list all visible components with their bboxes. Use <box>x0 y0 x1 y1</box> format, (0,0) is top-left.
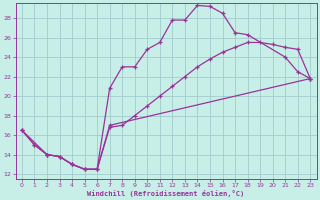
X-axis label: Windchill (Refroidissement éolien,°C): Windchill (Refroidissement éolien,°C) <box>87 190 245 197</box>
